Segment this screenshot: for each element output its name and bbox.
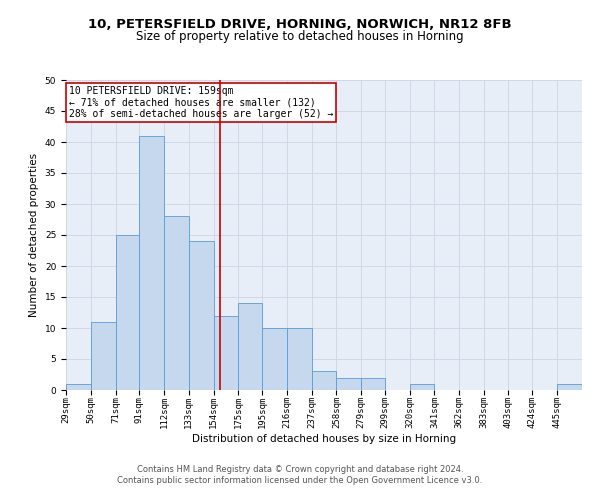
Text: 10 PETERSFIELD DRIVE: 159sqm
← 71% of detached houses are smaller (132)
28% of s: 10 PETERSFIELD DRIVE: 159sqm ← 71% of de… [68,86,333,120]
Bar [287,328,311,390]
Bar [189,241,214,390]
Text: 10, PETERSFIELD DRIVE, HORNING, NORWICH, NR12 8FB: 10, PETERSFIELD DRIVE, HORNING, NORWICH,… [88,18,512,30]
Bar [214,316,238,390]
Bar [164,216,189,390]
Bar [311,372,337,390]
Bar [91,322,116,390]
Bar [410,384,434,390]
Bar [262,328,287,390]
Text: Contains public sector information licensed under the Open Government Licence v3: Contains public sector information licen… [118,476,482,485]
Text: Contains HM Land Registry data © Crown copyright and database right 2024.: Contains HM Land Registry data © Crown c… [137,465,463,474]
Bar [116,235,139,390]
Y-axis label: Number of detached properties: Number of detached properties [29,153,39,317]
Bar [337,378,361,390]
Bar [557,384,582,390]
Bar [139,136,164,390]
X-axis label: Distribution of detached houses by size in Horning: Distribution of detached houses by size … [192,434,456,444]
Text: Size of property relative to detached houses in Horning: Size of property relative to detached ho… [136,30,464,43]
Bar [66,384,91,390]
Bar [361,378,385,390]
Bar [238,303,262,390]
